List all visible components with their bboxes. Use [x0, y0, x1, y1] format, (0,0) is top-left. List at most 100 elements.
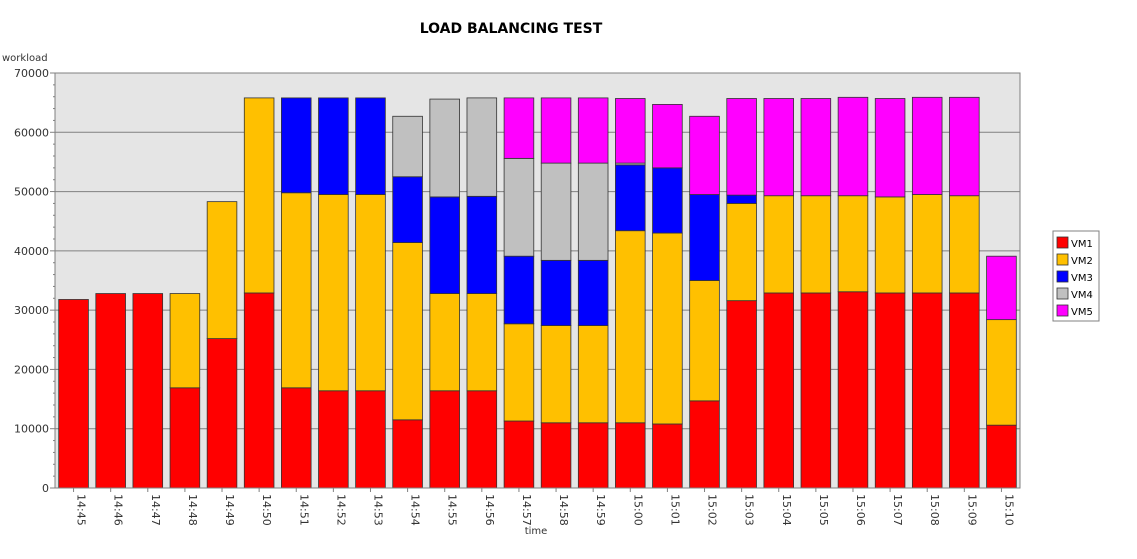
bar-vm1-1455: [429, 390, 460, 489]
bar-vm1-1505: [800, 292, 832, 489]
legend-swatch-vm3: [1056, 270, 1069, 283]
bar-vm1-1459: [577, 422, 609, 489]
bar-vm2-1506: [837, 195, 869, 293]
bar-vm1-1449: [206, 338, 238, 489]
bar-vm1-1452: [318, 390, 349, 489]
bar-vm4-1454: [392, 115, 423, 178]
bar-vm1-1508: [911, 292, 943, 489]
x-tick-label: 15:10: [1002, 494, 1015, 526]
bar-vm1-1503: [726, 300, 757, 489]
bar-vm1-1500: [615, 422, 646, 489]
x-tick-label: 15:08: [928, 494, 941, 526]
y-tick-label: 20000: [14, 363, 49, 376]
bar-vm2-1452: [318, 194, 349, 392]
bar-vm5-1509: [949, 96, 980, 197]
bar-vm3-1457: [503, 255, 535, 325]
bar-vm4-1458: [540, 162, 572, 261]
x-tick-label: 14:51: [297, 494, 310, 526]
bar-vm5-1459: [577, 97, 609, 164]
bar-vm2-1503: [726, 203, 757, 302]
y-tick-label: 10000: [14, 423, 49, 436]
legend: VM1 VM2 VM3 VM4 VM5: [1052, 230, 1100, 322]
bar-vm1-1454: [392, 419, 423, 489]
bar-vm5-1458: [540, 97, 572, 164]
legend-swatch-vm5: [1056, 304, 1069, 317]
bar-vm3-1459: [577, 259, 609, 326]
bar-vm2-1456: [466, 293, 498, 392]
bar-vm2-1453: [355, 194, 386, 392]
bar-vm1-1456: [466, 390, 498, 489]
bar-vm5-1506: [837, 96, 869, 197]
bar-vm2-1451: [281, 192, 312, 389]
bar-vm3-1503: [726, 194, 757, 204]
axes: 0 10000 20000 30000 40000 50000 60000 70000 14:4…: [14, 67, 1021, 526]
bar-vm2-1509: [949, 195, 980, 294]
legend-label-vm1: VM1: [1071, 239, 1093, 250]
bar-vm1-1507: [874, 292, 906, 489]
bar-vm2-1457: [503, 323, 535, 422]
x-tick-label: 14:47: [149, 494, 162, 526]
x-tick-label: 15:00: [631, 494, 644, 526]
y-axis-label: workload: [2, 53, 48, 64]
y-tick-label: 0: [42, 482, 49, 495]
x-tick-label: 14:49: [223, 494, 236, 526]
bar-vm4-1457: [503, 157, 535, 257]
legend-swatch-vm4: [1056, 287, 1069, 300]
bar-vm2-1449: [206, 201, 238, 339]
x-axis-label: time: [525, 526, 548, 537]
bar-vm3-1456: [466, 195, 498, 294]
legend-label-vm2: VM2: [1071, 256, 1093, 267]
y-tick-label: 50000: [14, 186, 49, 199]
bar-vm2-1510: [986, 319, 1017, 426]
plot-border: [54, 72, 1021, 489]
x-tick-label: 14:59: [594, 494, 607, 526]
bar-vm3-1453: [355, 97, 386, 195]
bar-vm4-1455: [429, 98, 460, 198]
bar-vm1-1448: [169, 387, 201, 489]
x-tick-label: 15:04: [780, 494, 793, 526]
bar-vm1-1451: [281, 387, 312, 489]
legend-label-vm5: VM5: [1071, 307, 1093, 318]
bar-vm5-1500: [615, 98, 646, 164]
bar-vm3-1502: [689, 194, 720, 281]
bar-vm1-1446: [95, 293, 126, 489]
bar-vm2-1450: [243, 97, 275, 294]
bar-vm2-1458: [540, 325, 572, 424]
bar-vm5-1501: [652, 104, 683, 169]
legend-label-vm3: VM3: [1071, 273, 1093, 284]
x-tick-label: 14:54: [409, 494, 422, 526]
bar-vm5-1508: [911, 96, 943, 195]
x-tick-label: 14:46: [112, 494, 125, 526]
bar-vm1-1501: [652, 423, 683, 489]
x-tick-label: 14:50: [260, 494, 273, 526]
bar-vm2-1455: [429, 293, 460, 392]
x-tick-label: 15:07: [891, 494, 904, 526]
legend-swatch-vm1: [1056, 236, 1069, 249]
bar-vm2-1504: [763, 195, 794, 294]
y-tick-label: 30000: [14, 304, 49, 317]
x-tick-label: 15:09: [965, 494, 978, 526]
bar-vm3-1452: [318, 97, 349, 195]
x-tick-label: 14:45: [75, 494, 88, 526]
y-tick-label: 60000: [14, 126, 49, 139]
bar-vm1-1447: [132, 293, 164, 489]
bar-vm1-1450: [243, 292, 275, 489]
x-tick-label: 14:48: [186, 494, 199, 526]
bar-vm3-1500: [615, 164, 646, 232]
bar-vm3-1451: [281, 97, 312, 194]
x-tick-label: 14:57: [520, 494, 533, 526]
bar-vm1-1458: [540, 422, 572, 489]
bar-vm5-1504: [763, 98, 794, 197]
bar-vm1-1457: [503, 420, 535, 489]
bar-vm3-1455: [429, 196, 460, 294]
bar-vm1-1504: [763, 292, 794, 489]
bars: [58, 96, 1017, 489]
bar-vm2-1502: [689, 280, 720, 402]
y-tick-label: 40000: [14, 245, 49, 258]
bar-vm1-1502: [689, 400, 720, 489]
bar-vm1-1509: [949, 292, 980, 489]
bar-vm5-1502: [689, 115, 720, 195]
x-tick-label: 14:58: [557, 494, 570, 526]
